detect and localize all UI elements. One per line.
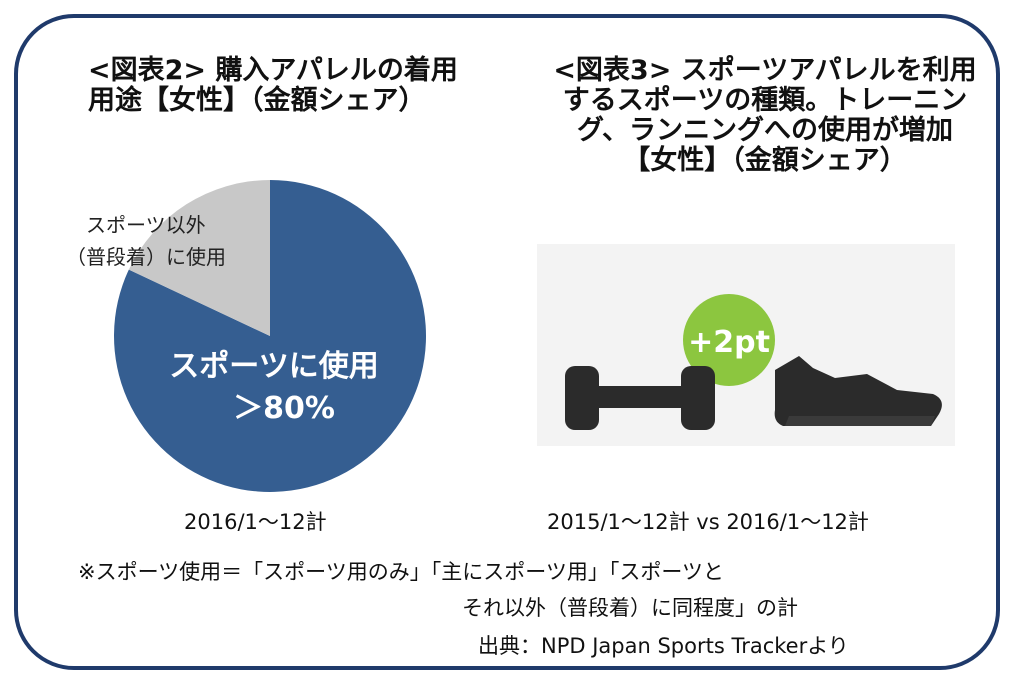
pie-chart: スポーツ以外 （普段着）に使用 スポーツに使用 ＞80% xyxy=(66,180,427,492)
left-period-caption: 2016/1～12計 xyxy=(184,510,327,534)
right-period-caption: 2015/1～12計 vs 2016/1～12計 xyxy=(547,510,869,534)
right-title-line3: グ、ランニングへの使用が増加 xyxy=(576,115,954,146)
increase-badge xyxy=(683,294,775,386)
right-title-line4: 【女性】（金額シェア） xyxy=(623,145,907,176)
footnote-line2: それ以外（普段着）に同程度」の計 xyxy=(462,596,798,620)
pie-label-sports-line1: スポーツに使用 xyxy=(169,349,378,384)
right-title-line1: <図表3> スポーツアパレルを利用 xyxy=(553,55,977,86)
left-title-line2: 用途【女性】（金額シェア） xyxy=(88,85,426,116)
pie-slice-sports xyxy=(114,180,427,492)
pie-label-sports-line2: ＞80% xyxy=(233,391,335,426)
left-chart-title: <図表2> 購入アパレルの着用 用途【女性】（金額シェア） xyxy=(88,56,508,116)
pie-label-other-line2: （普段着）に使用 xyxy=(66,245,226,269)
card-frame xyxy=(14,14,1000,670)
source-credit: 出典：NPD Japan Sports Trackerより xyxy=(478,634,849,658)
sports-illustration: +2pt xyxy=(537,244,955,446)
right-title-line2: するスポーツの種類。トレーニン xyxy=(562,85,968,116)
footnote-line1: ※スポーツ使用＝「スポーツ用のみ」「主にスポーツ用」「スポーツと xyxy=(78,560,724,584)
increase-badge-text: +2pt xyxy=(688,325,770,360)
pie-label-other-line1: スポーツ以外 xyxy=(86,213,206,237)
left-title-line1: <図表2> 購入アパレルの着用 xyxy=(88,55,458,86)
running-shoe-icon xyxy=(774,356,942,426)
right-chart-title: <図表3> スポーツアパレルを利用 するスポーツの種類。トレーニン グ、ランニングへ… xyxy=(535,56,995,176)
dumbbell-icon xyxy=(565,366,715,430)
pie-slice-other xyxy=(128,180,270,336)
